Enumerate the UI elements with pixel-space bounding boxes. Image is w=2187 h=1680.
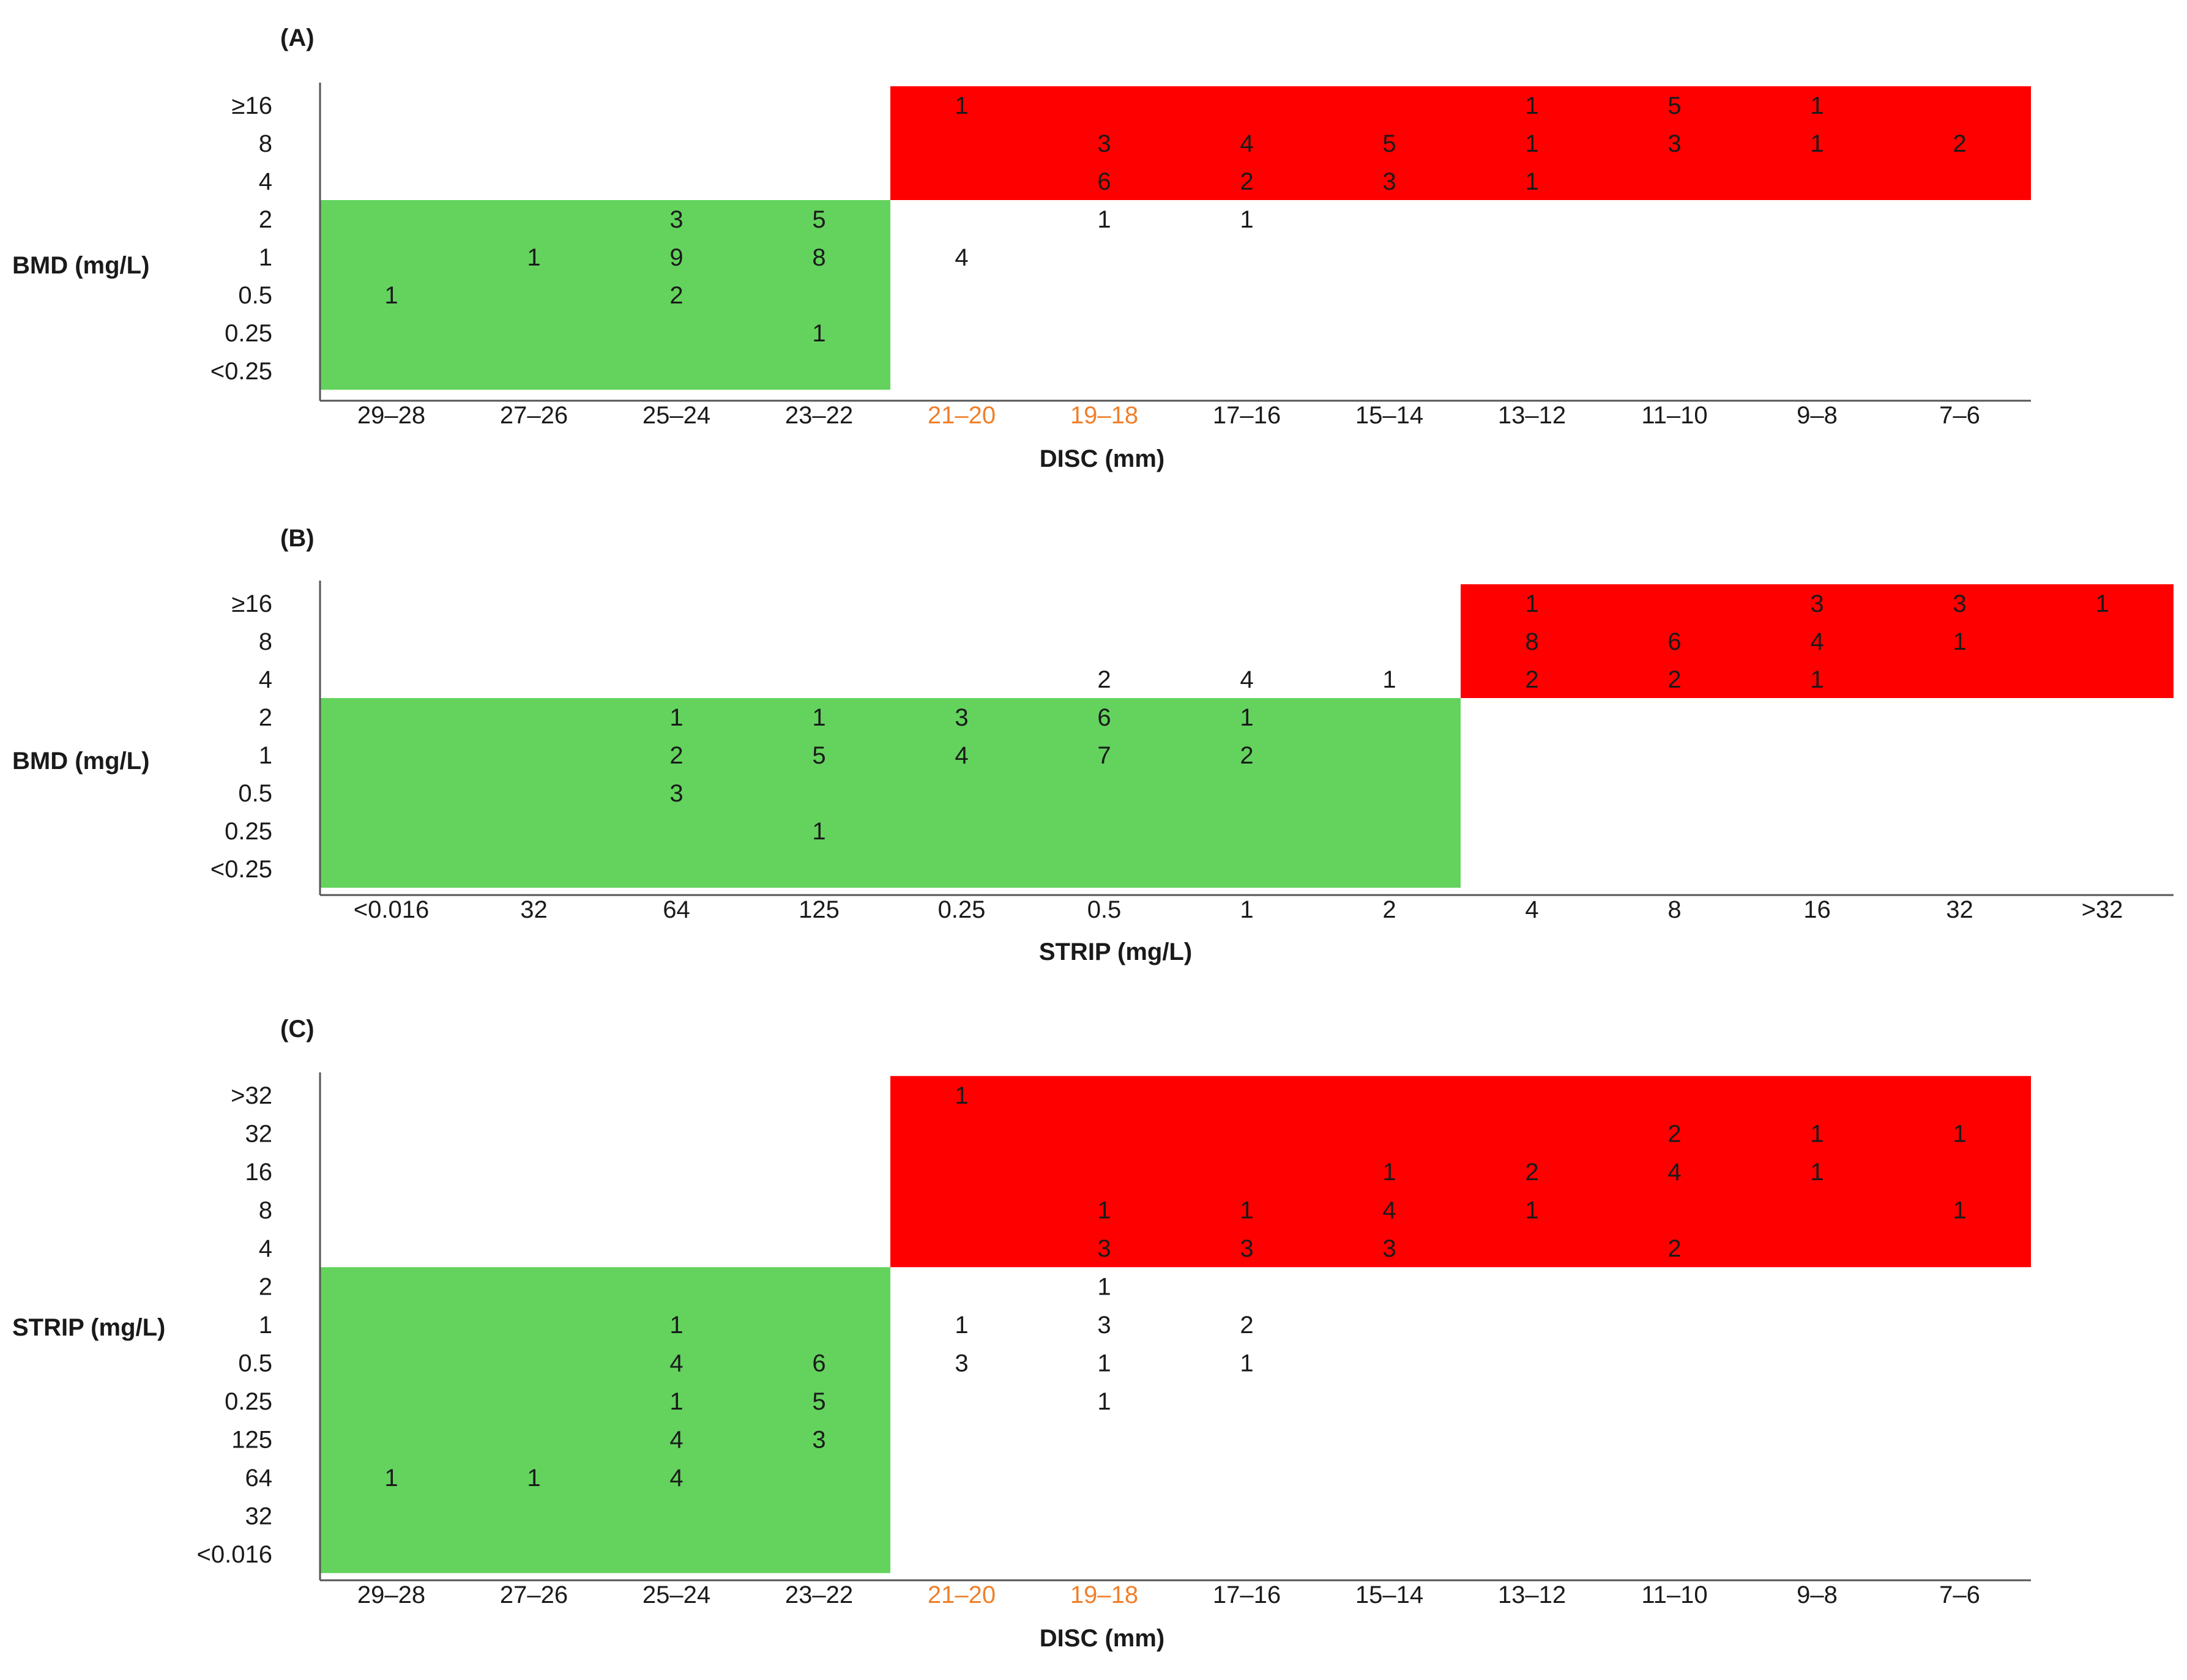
panel-b: (B) BMD (mg/L) STRIP (mg/L) (12, 525, 1193, 965)
panel-a-cell-count: 9 (669, 244, 683, 271)
panel-a-x-tick: 19–18 (1070, 402, 1138, 429)
panel-a-region-green (320, 200, 890, 390)
panel-a-y-tick: 0.5 (238, 282, 272, 309)
panel-c-letter: (C) (280, 1016, 315, 1043)
panel-a-y-tick: 0.25 (225, 320, 272, 347)
panel-a-cell-count: 1 (1240, 206, 1253, 233)
panel-a-cell-count: 8 (812, 244, 825, 271)
panel-a-x-tick: 27–26 (500, 402, 568, 429)
panel-a-x-tick: 23–22 (785, 402, 853, 429)
panel-a-x-tick: 13–12 (1498, 402, 1566, 429)
panel-a-cell-count: 2 (669, 282, 683, 309)
panel-a-cell-count: 2 (1953, 130, 1966, 157)
panel-a-cell-count: 1 (1097, 206, 1111, 233)
panel-a-letter: (A) (280, 24, 315, 51)
panel-a-y-tick: ≥16 (232, 92, 272, 119)
panel-a-cell-count: 1 (384, 282, 398, 309)
panel-a-cell-count: 1 (955, 92, 968, 119)
panel-a-cell-count: 1 (1810, 130, 1824, 157)
panel-a-y-tick: 8 (259, 130, 272, 157)
panel-a-x-tick: 7–6 (1939, 402, 1980, 429)
panel-a-x-tick: 17–16 (1213, 402, 1281, 429)
panel-a-cell-count: 4 (955, 244, 968, 271)
panel-c-xlabel: DISC (mm) (1039, 1625, 1165, 1652)
panel-a-x-tick: 11–10 (1641, 402, 1707, 429)
panel-a-y-tick: 4 (259, 168, 272, 195)
panel-a-heatmap: ≥16 8 4 2 1 0.5 0.25 <0.25 29–28 27–26 25–24 23–22 2… (211, 83, 2031, 429)
panel-a-ylabel: BMD (mg/L) (12, 252, 150, 279)
panel-a-cell-count: 5 (1667, 92, 1681, 119)
panel-a-cell-count: 3 (1382, 168, 1396, 195)
panel-a-cell-count: 1 (1525, 92, 1538, 119)
panel-a-y-tick: <0.25 (211, 358, 272, 385)
panel-a-cell-count: 1 (812, 320, 825, 347)
panel-a-x-tick: 21–20 (928, 402, 996, 429)
panel-a-cell-count: 5 (1382, 130, 1396, 157)
panel-a-cell-count: 1 (527, 244, 540, 271)
panel-a-cell-count: 3 (1097, 130, 1111, 157)
panel-c-ylabel: STRIP (mg/L) (12, 1314, 166, 1341)
panel-b-letter: (B) (280, 525, 315, 552)
panel-a-x-tick: 9–8 (1797, 402, 1838, 429)
panel-a-cell-count: 1 (1810, 92, 1824, 119)
panel-a-y-tick: 1 (259, 244, 272, 271)
panel-a-xlabel: DISC (mm) (1039, 445, 1165, 472)
panel-a-y-tick: 2 (259, 206, 272, 233)
panel-a-x-tick: 15–14 (1355, 402, 1423, 429)
panel-a-cell-count: 4 (1240, 130, 1253, 157)
panel-a-cell-count: 6 (1097, 168, 1111, 195)
panel-a-x-tick: 25–24 (643, 402, 710, 429)
panel-a-cell-count: 1 (1525, 168, 1538, 195)
panel-a-region-red (890, 86, 2031, 200)
panel-a-cell-count: 5 (812, 206, 825, 233)
panel-a-cell-count: 3 (1667, 130, 1681, 157)
panel-a-cell-count: 3 (669, 206, 683, 233)
panel-a-x-tick: 29–28 (357, 402, 425, 429)
panel-a: (A) BMD (mg/L) ≥16 8 4 2 1 0.5 0.25 <0.25 29–28 2… (0, 0, 2187, 538)
panel-b-xlabel: STRIP (mg/L) (1038, 938, 1193, 965)
panel-a-cell-count: 2 (1240, 168, 1253, 195)
panel-a-cell-count: 1 (1525, 130, 1538, 157)
panel-b-ylabel: BMD (mg/L) (12, 748, 150, 775)
